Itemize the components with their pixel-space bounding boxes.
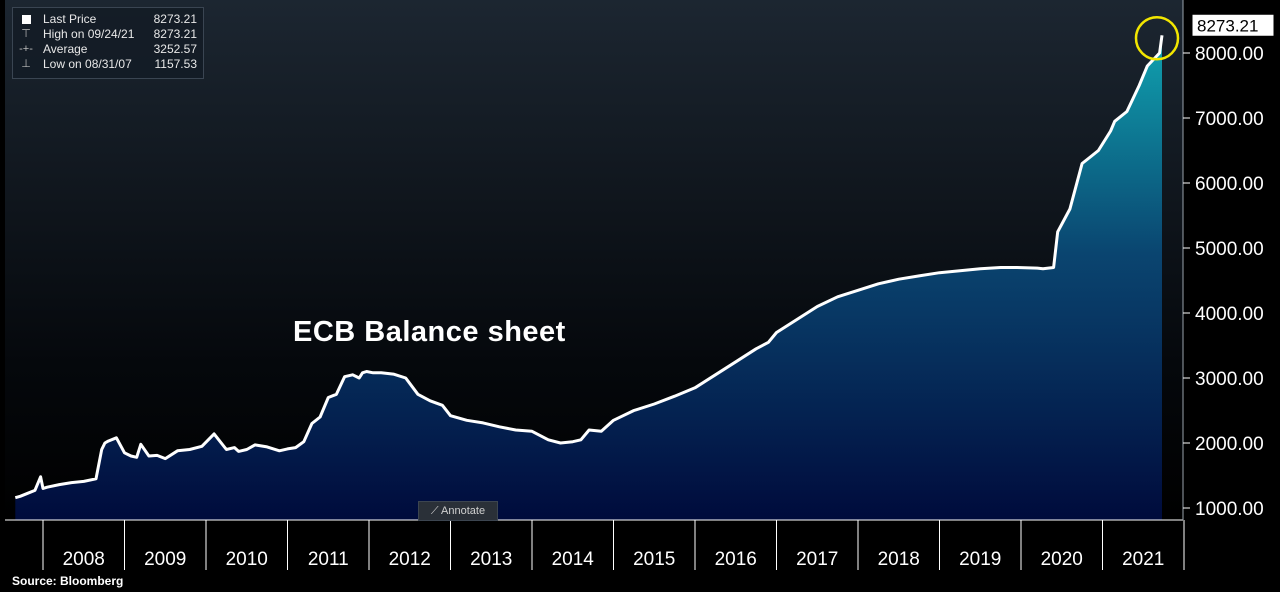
x-tick-label: 2021 (1122, 549, 1164, 570)
y-tick-label: 3000.00 (1195, 369, 1264, 390)
annotate-label: Annotate (441, 505, 486, 517)
x-tick-label: 2017 (796, 549, 838, 570)
last-price-tag-text: 8273.21 (1197, 16, 1258, 35)
pencil-icon: ⟋ (430, 505, 439, 517)
x-tick-label: 2012 (389, 549, 431, 570)
x-tick-label: 2018 (878, 549, 920, 570)
white-square-icon (19, 12, 33, 29)
low-marker-icon: ⊥ (21, 58, 31, 70)
y-axis-ticks: 1000.00 2000.00 3000.00 4000.00 5000.00 6000.… (1183, 44, 1264, 520)
legend-row-last-price[interactable]: Last Price 8273.21 (19, 12, 197, 27)
x-tick-label: 2010 (226, 549, 268, 570)
y-tick-label: 6000.00 (1195, 174, 1264, 195)
high-marker-icon: ⊤ (21, 28, 31, 40)
x-tick-label: 2019 (959, 549, 1001, 570)
x-tick-label: 2011 (308, 549, 349, 570)
legend-row-low[interactable]: ⊥ Low on 08/31/07 1157.53 (19, 57, 197, 72)
source-note: Source: Bloomberg (12, 574, 124, 588)
x-axis-ticks: 2008 2009 2010 2011 2012 2013 2014 2015 2016 2017… (42, 520, 1185, 570)
y-tick-label: 2000.00 (1195, 434, 1264, 455)
y-tick-label: 1000.00 (1195, 499, 1264, 520)
legend-label: Average (43, 42, 88, 56)
last-price-tag: 8273.21 (1191, 13, 1275, 37)
legend-value: 1157.53 (154, 57, 198, 71)
annotate-button[interactable]: ⟋ Annotate (418, 501, 498, 521)
series-line (14, 35, 1164, 500)
legend-row-average[interactable]: -+- Average 3252.57 (19, 42, 197, 57)
y-tick-label: 5000.00 (1195, 239, 1264, 260)
x-tick-label: 2009 (144, 549, 186, 570)
average-marker-icon: -+- (19, 43, 33, 55)
x-tick-label: 2016 (715, 549, 757, 570)
y-tick-label: 7000.00 (1195, 109, 1264, 130)
chart-title: ECB Balance sheet (293, 316, 566, 348)
x-tick-label: 2013 (470, 549, 512, 570)
legend-label: High on 09/24/21 (43, 27, 135, 41)
x-tick-label: 2008 (63, 549, 105, 570)
legend-label: Low on 08/31/07 (43, 57, 132, 71)
legend-value: 3252.57 (153, 42, 197, 56)
last-price-highlight-circle (1134, 16, 1180, 61)
y-tick-label: 4000.00 (1195, 304, 1264, 325)
legend-value: 8273.21 (153, 12, 197, 26)
x-tick-label: 2020 (1041, 549, 1083, 570)
legend-row-high[interactable]: ⊤ High on 09/24/21 8273.21 (19, 27, 197, 42)
legend[interactable]: Last Price 8273.21 ⊤ High on 09/24/21 82… (12, 7, 204, 79)
y-tick-label: 8000.00 (1195, 44, 1264, 65)
legend-value: 8273.21 (153, 27, 197, 41)
series-area (15, 35, 1162, 521)
last-price-tag-bg (1191, 13, 1275, 37)
legend-label: Last Price (43, 12, 97, 26)
x-tick-label: 2014 (552, 549, 595, 570)
x-tick-label: 2015 (633, 549, 675, 570)
